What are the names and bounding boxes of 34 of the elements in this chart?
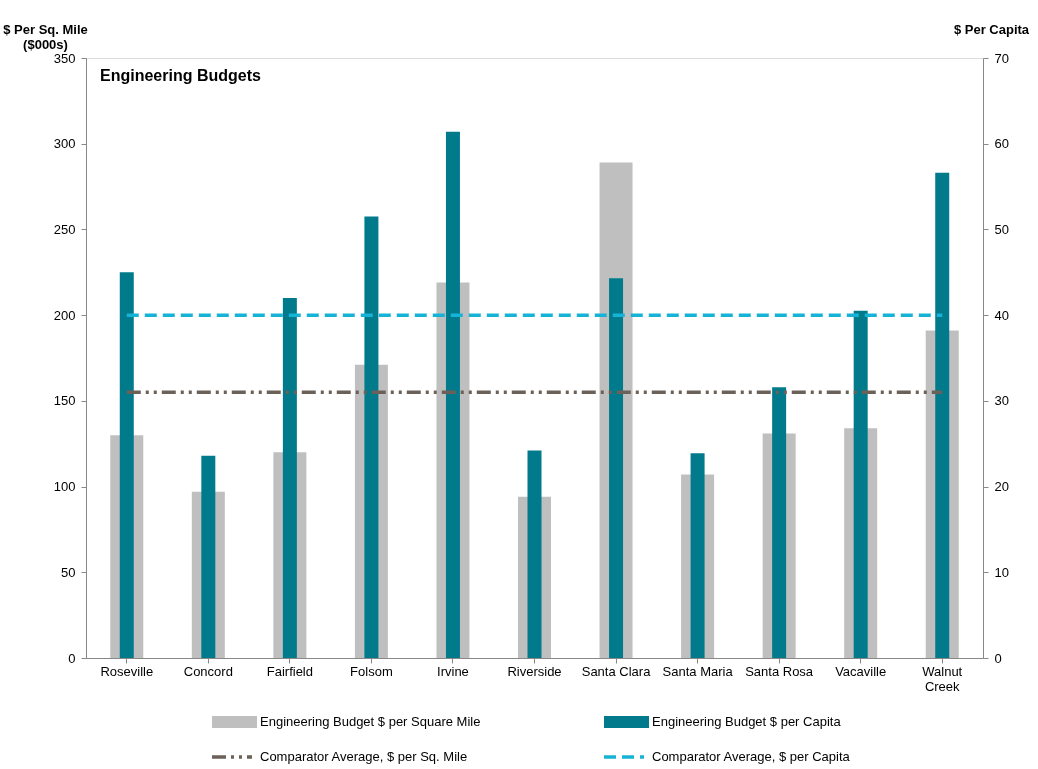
x-tick-label: Vacaville: [835, 663, 887, 679]
y-tick-label: 100: [53, 479, 76, 495]
y2-tick-label: 50: [994, 221, 1009, 237]
y-tick-label: 0: [68, 650, 76, 666]
x-tick-label: Santa Clara: [581, 663, 652, 679]
y-tick-label: 50: [61, 564, 76, 580]
y-tick-label: 300: [53, 136, 76, 152]
legend-label: Comparator Average, $ per Capita: [652, 749, 851, 764]
y-tick-label: 150: [53, 393, 76, 409]
y2-tick-label: 60: [994, 136, 1009, 152]
y2-tick-label: 0: [994, 650, 1002, 666]
legend-label: Engineering Budget $ per Square Mile: [260, 714, 481, 729]
x-tick-label: Riverside: [507, 663, 562, 679]
bar: [609, 278, 624, 658]
x-tick-label: Roseville: [100, 663, 154, 679]
legend-label: Comparator Average, $ per Sq. Mile: [260, 749, 468, 764]
x-tick-label: Fairfield: [266, 663, 313, 679]
y2-tick-label: 20: [994, 479, 1009, 495]
y-tick-label: 200: [53, 307, 76, 323]
y-tick-label: 250: [53, 221, 76, 237]
x-tick-label: Santa Rosa: [745, 663, 814, 679]
x-tick-label: Santa Maria: [662, 663, 734, 679]
x-tick-label: Walnut Creek: [922, 663, 963, 694]
y2-tick-label: 10: [994, 564, 1009, 580]
x-tick-label: Folsom: [350, 663, 393, 679]
x-tick-label: Concord: [183, 663, 233, 679]
y2-tick-label: 70: [994, 50, 1009, 66]
y2-axis-title: $ Per Capita: [953, 21, 1030, 37]
text: Engineering Budgets: [100, 67, 261, 84]
y2-tick-label: 30: [994, 393, 1009, 409]
y2-tick-label: 40: [994, 307, 1009, 323]
y-axis-title: $ Per Sq. Mile ($000s): [3, 21, 88, 52]
legend-label: Engineering Budget $ per Capita: [652, 714, 842, 729]
x-tick-label: Irvine: [437, 663, 469, 679]
